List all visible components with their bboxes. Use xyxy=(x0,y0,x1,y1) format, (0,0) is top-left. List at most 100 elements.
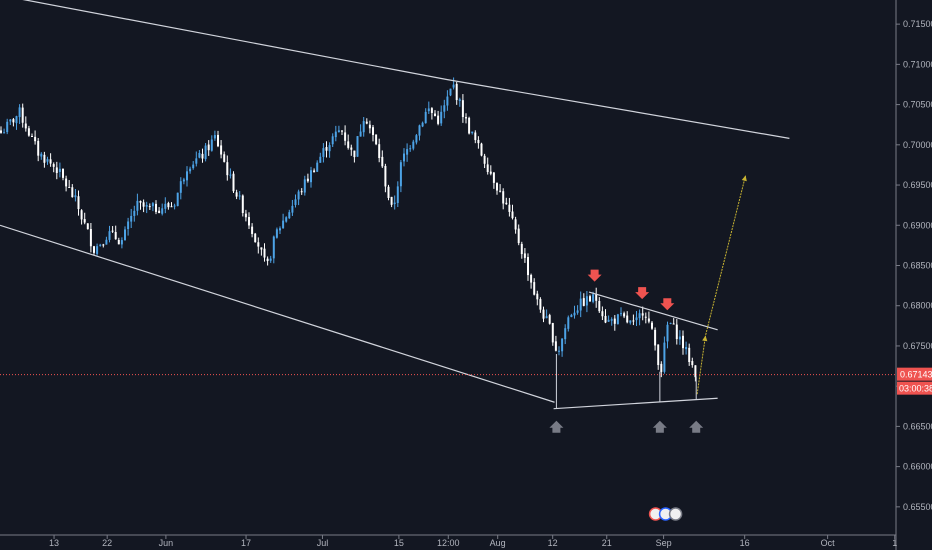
candle[interactable] xyxy=(108,225,111,243)
candle[interactable] xyxy=(251,223,254,238)
candle[interactable] xyxy=(632,314,635,326)
candle[interactable] xyxy=(539,297,542,313)
candle[interactable] xyxy=(396,181,399,208)
candlestick-series[interactable] xyxy=(0,77,697,382)
candle[interactable] xyxy=(372,125,374,142)
candle[interactable] xyxy=(263,243,266,262)
candle[interactable] xyxy=(375,134,378,146)
candle[interactable] xyxy=(465,113,467,124)
candle[interactable] xyxy=(523,248,526,263)
candle[interactable] xyxy=(663,336,666,374)
candle[interactable] xyxy=(564,324,567,345)
candle[interactable] xyxy=(192,161,195,170)
candle[interactable] xyxy=(399,160,402,193)
candle[interactable] xyxy=(635,311,638,326)
candle[interactable] xyxy=(589,294,591,302)
candle[interactable] xyxy=(179,177,182,200)
candle[interactable] xyxy=(55,161,58,180)
candle[interactable] xyxy=(31,133,33,137)
candle[interactable] xyxy=(381,150,384,169)
candle[interactable] xyxy=(18,104,21,124)
economic-event-icon[interactable] xyxy=(648,507,683,521)
candle[interactable] xyxy=(297,189,300,206)
candle[interactable] xyxy=(161,203,164,216)
candle[interactable] xyxy=(427,101,430,114)
candle[interactable] xyxy=(226,155,229,181)
candle[interactable] xyxy=(99,243,102,247)
candle[interactable] xyxy=(173,203,176,210)
candle[interactable] xyxy=(294,194,297,208)
candle[interactable] xyxy=(623,311,626,319)
candle[interactable] xyxy=(120,237,123,249)
candle[interactable] xyxy=(80,209,83,225)
candle[interactable] xyxy=(127,217,130,236)
candle[interactable] xyxy=(310,166,312,188)
candle[interactable] xyxy=(496,182,498,195)
candle[interactable] xyxy=(437,110,440,126)
candle[interactable] xyxy=(505,197,508,205)
candle[interactable] xyxy=(86,223,89,230)
candle[interactable] xyxy=(424,108,427,124)
candle[interactable] xyxy=(217,130,219,148)
candle[interactable] xyxy=(204,143,207,162)
candle[interactable] xyxy=(421,121,424,128)
candle[interactable] xyxy=(443,99,446,119)
candle[interactable] xyxy=(241,194,244,217)
candle[interactable] xyxy=(0,126,2,134)
candle[interactable] xyxy=(176,192,179,207)
candle[interactable] xyxy=(449,88,452,97)
candle[interactable] xyxy=(316,160,319,172)
candle[interactable] xyxy=(272,235,275,264)
candle[interactable] xyxy=(151,202,154,212)
candle[interactable] xyxy=(96,243,99,256)
candle[interactable] xyxy=(130,208,133,228)
candle[interactable] xyxy=(62,168,64,181)
candle[interactable] xyxy=(189,166,192,174)
candle[interactable] xyxy=(356,136,359,157)
candle[interactable] xyxy=(685,341,688,355)
candle[interactable] xyxy=(344,125,347,146)
candle[interactable] xyxy=(567,315,570,332)
candle[interactable] xyxy=(164,197,167,214)
candle[interactable] xyxy=(452,77,455,90)
candle[interactable] xyxy=(418,124,421,141)
candle[interactable] xyxy=(527,253,529,281)
candle[interactable] xyxy=(517,224,520,246)
candle[interactable] xyxy=(638,309,641,326)
buy-arrow-icon[interactable] xyxy=(652,420,667,433)
triangle-top-trendline[interactable] xyxy=(588,291,718,331)
candle[interactable] xyxy=(694,365,697,382)
candle[interactable] xyxy=(142,199,145,213)
candle[interactable] xyxy=(570,313,573,318)
candle[interactable] xyxy=(223,151,226,163)
candle[interactable] xyxy=(325,141,328,158)
candle[interactable] xyxy=(288,209,291,219)
candle[interactable] xyxy=(430,107,433,120)
candle[interactable] xyxy=(511,204,514,220)
candle[interactable] xyxy=(12,117,15,127)
candle[interactable] xyxy=(610,317,613,326)
candle[interactable] xyxy=(406,143,409,162)
candle[interactable] xyxy=(40,152,43,160)
buy-arrow-icon[interactable] xyxy=(549,420,564,433)
candle[interactable] xyxy=(384,163,387,193)
candle[interactable] xyxy=(244,209,247,222)
candle[interactable] xyxy=(71,184,74,198)
candle[interactable] xyxy=(378,138,381,163)
candle[interactable] xyxy=(207,140,210,156)
candle[interactable] xyxy=(499,184,502,193)
candle[interactable] xyxy=(409,145,412,152)
candle[interactable] xyxy=(186,166,188,187)
candle[interactable] xyxy=(319,152,322,163)
candle[interactable] xyxy=(322,143,325,163)
candle[interactable] xyxy=(15,115,18,130)
candle[interactable] xyxy=(691,357,694,368)
candle[interactable] xyxy=(647,311,650,324)
candle[interactable] xyxy=(313,168,316,173)
candle[interactable] xyxy=(616,313,619,325)
trend-drawings[interactable] xyxy=(0,0,790,433)
candle[interactable] xyxy=(393,195,396,210)
candle[interactable] xyxy=(105,236,108,245)
candle[interactable] xyxy=(145,201,148,214)
